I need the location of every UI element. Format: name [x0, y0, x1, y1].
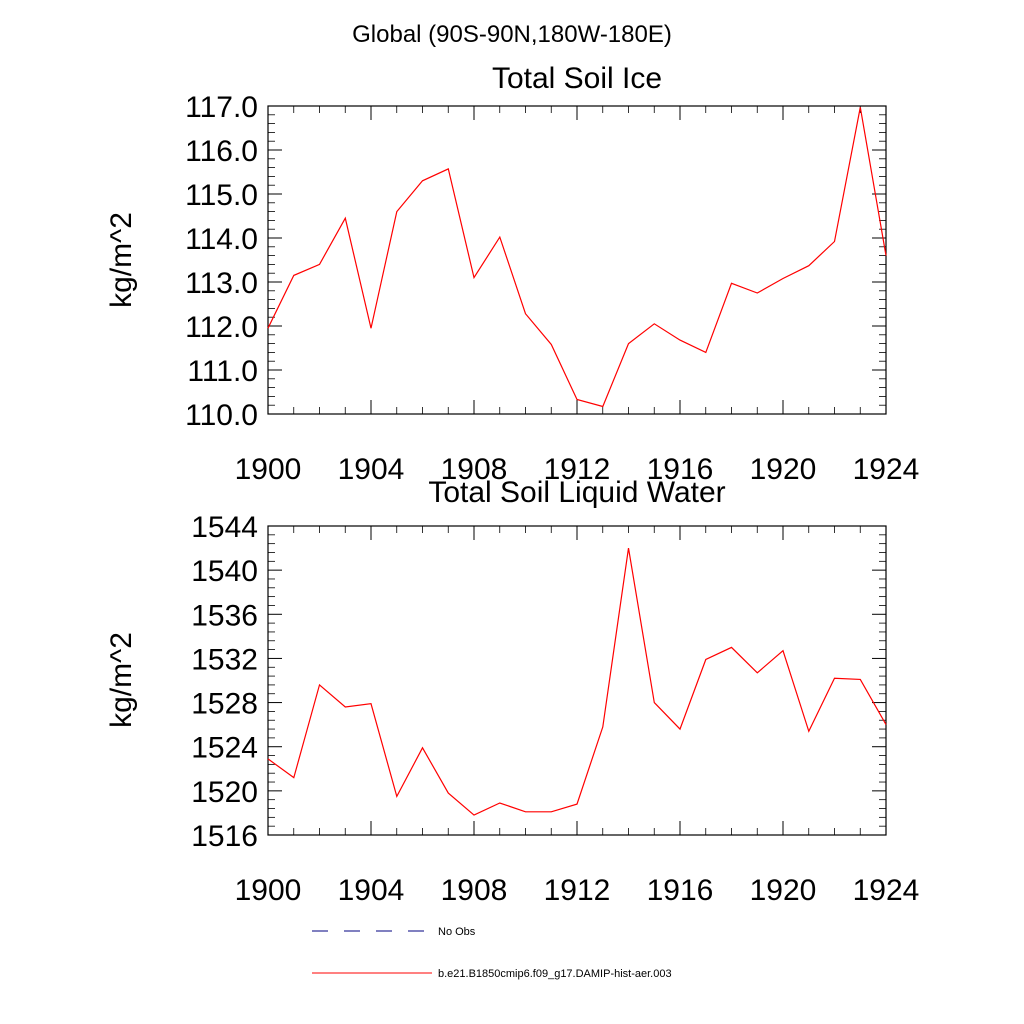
legend-entry-2: b.e21.B1850cmip6.f09_g17.DAMIP-hist-aer.…: [312, 968, 672, 980]
x-tick-label: 1924: [853, 453, 920, 486]
y-tick-label: 1540: [191, 555, 258, 588]
page-title: Global (90S-90N,180W-180E): [352, 21, 672, 48]
x-tick-label: 1908: [441, 453, 508, 486]
y-tick-label: 1536: [191, 599, 258, 632]
y-axis-label: kg/m^2: [105, 632, 138, 728]
legend-entry-1: No Obs: [312, 926, 476, 938]
y-tick-label: 111.0: [187, 355, 258, 388]
y-tick-label: 113.0: [185, 267, 258, 300]
y-tick-label: 110.0: [185, 399, 258, 432]
y-tick-label: 1528: [191, 688, 258, 721]
x-tick-label: 1916: [647, 453, 714, 486]
x-tick-label: 1924: [853, 874, 920, 907]
legend: No Obs b.e21.B1850cmip6.f09_g17.DAMIP-his…: [312, 926, 672, 980]
y-tick-label: 1524: [191, 732, 258, 765]
x-tick-label: 1900: [235, 874, 302, 907]
y-tick-label: 114.0: [185, 223, 258, 256]
chart-title: Total Soil Liquid Water: [428, 476, 725, 509]
y-axis-label: kg/m^2: [105, 212, 138, 308]
y-tick-label: 116.0: [185, 135, 258, 168]
y-tick-label: 1516: [191, 820, 258, 853]
y-tick-label: 1544: [191, 511, 258, 544]
x-tick-label: 1904: [338, 453, 405, 486]
chart-panel-2: Total Soil Liquid Water 1516 1520 1524 1528 1…: [105, 476, 919, 907]
y-tick-label: 1532: [191, 643, 258, 676]
y-tick-label: 115.0: [185, 179, 258, 212]
legend-label: No Obs: [438, 926, 476, 938]
y-tick-label: 117.0: [185, 91, 258, 124]
x-tick-label: 1916: [647, 874, 714, 907]
chart-title: Total Soil Ice: [492, 62, 662, 95]
legend-label: b.e21.B1850cmip6.f09_g17.DAMIP-hist-aer.…: [438, 968, 672, 980]
series-line: [267, 548, 887, 816]
x-tick-label: 1912: [544, 453, 611, 486]
x-tick-label: 1900: [235, 453, 302, 486]
series-line: [267, 107, 887, 408]
plot-frame: [267, 525, 887, 836]
chart-panel-1: Total Soil Ice 110.0 111.0 112.0 113.0 114.0 1…: [105, 62, 919, 486]
x-tick-label: 1908: [441, 874, 508, 907]
plot-frame: [267, 105, 887, 415]
x-tick-label: 1920: [750, 453, 817, 486]
x-tick-label: 1904: [338, 874, 405, 907]
y-tick-label: 112.0: [185, 311, 258, 344]
x-tick-label: 1912: [544, 874, 611, 907]
x-tick-label: 1920: [750, 874, 817, 907]
y-tick-label: 1520: [191, 776, 258, 809]
chart-panels: Total Soil Ice 110.0 111.0 112.0 113.0 114.0 1…: [105, 62, 919, 907]
